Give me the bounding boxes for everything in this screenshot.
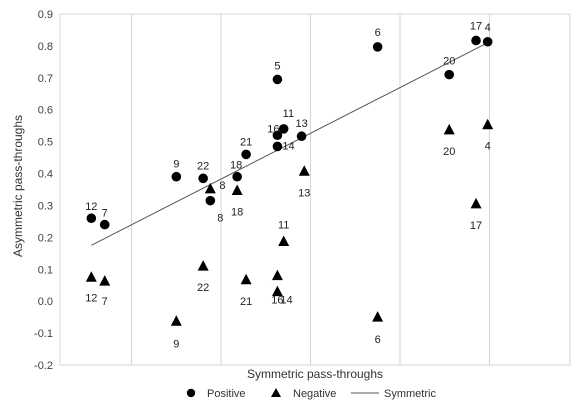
negative-point-14 [271, 285, 283, 297]
y-axis-title: Asymmetric pass-throughs [11, 115, 25, 257]
positive-point-9 [171, 171, 182, 182]
negative-point-22 [197, 260, 209, 271]
positive-point-4 [482, 36, 493, 47]
y-tick-label: 0.7 [38, 73, 53, 85]
positive-point-label-12: 12 [85, 201, 97, 213]
positive-point-label-8: 8 [217, 213, 223, 225]
positive-point-label-5: 5 [274, 60, 280, 72]
positive-point-18 [232, 171, 242, 182]
negative-point-label-12: 12 [85, 292, 97, 304]
negative-point-17 [470, 197, 482, 209]
negative-point-20 [443, 123, 455, 135]
trend-line-layer [91, 42, 488, 246]
negative-point-label-20: 20 [443, 146, 455, 158]
negative-point-11 [278, 235, 290, 247]
positive-point-16 [272, 130, 283, 141]
positive-point-6 [372, 42, 383, 52]
positive-point-label-22: 22 [197, 160, 209, 172]
positive-point-label-20: 20 [443, 56, 455, 68]
negative-point-label-21: 21 [240, 296, 252, 308]
negative-point-9 [170, 315, 182, 326]
negative-point-13 [298, 165, 310, 176]
positive-point-label-7: 7 [102, 208, 108, 220]
positive-point-5 [272, 74, 283, 85]
negative-point-label-4: 4 [485, 141, 491, 153]
negative-point-21 [240, 273, 252, 285]
negative-point-label-7: 7 [102, 296, 108, 308]
positive-point-21 [241, 149, 251, 160]
positive-point-label-9: 9 [173, 159, 179, 171]
positive-point-12 [86, 213, 97, 224]
y-tick-label: -0.2 [34, 360, 53, 372]
negative-point-label-11: 11 [278, 220, 289, 232]
legend-symmetric-label: Symmetric [384, 388, 436, 400]
negative-point-label-22: 22 [197, 282, 209, 294]
negative-point-label-16: 16 [271, 295, 283, 307]
positive-point-label-14: 14 [282, 140, 294, 152]
positive-point-20 [444, 69, 455, 80]
negative-point-label-17: 17 [470, 220, 482, 232]
x-axis-title: Symmetric pass-throughs [247, 367, 383, 381]
positive-point-14 [272, 141, 283, 152]
positive-point-11 [278, 124, 289, 134]
negative-point-18 [231, 184, 243, 195]
y-tick-label: 0.2 [38, 232, 53, 244]
plot-area-border [59, 13, 571, 366]
positive-point-label-4: 4 [485, 22, 491, 34]
y-tick-label: 0.3 [38, 200, 53, 212]
positive-point-label-13: 13 [295, 118, 307, 130]
y-tick-label: 0.5 [38, 137, 53, 149]
negative-point-label-6: 6 [375, 334, 381, 346]
negative-point-label-9: 9 [173, 338, 179, 350]
y-tick-label: 0.6 [38, 105, 53, 117]
y-tick-label: 0.9 [38, 9, 53, 21]
positive-point-label-18: 18 [230, 160, 242, 172]
y-tick-label: 0.1 [38, 264, 53, 276]
legend-positive-label: Positive [207, 388, 246, 400]
positive-point-13 [296, 131, 307, 142]
negative-point-8 [204, 182, 216, 194]
negative-point-6 [372, 311, 384, 322]
negative-point-label-18: 18 [231, 206, 243, 218]
positive-point-label-16: 16 [267, 123, 279, 135]
y-tick-label: 0.0 [38, 296, 53, 308]
y-tick-label: -0.1 [34, 328, 53, 340]
positive-point-17 [471, 35, 481, 46]
symmetric-trend-line [91, 42, 488, 246]
positive-point-22 [198, 173, 208, 184]
negative-point-7 [99, 275, 111, 286]
y-tick-label: 0.8 [38, 41, 53, 53]
negative-point-label-8: 8 [219, 180, 225, 192]
legend: Positive Negative Symmetric [186, 388, 436, 400]
positive-point-label-17: 17 [470, 20, 482, 32]
positive-point-8 [205, 195, 216, 206]
legend-negative-marker [271, 388, 281, 397]
y-tick-labels: -0.2 -0.1 0.0 0.1 0.2 0.3 0.4 0.5 0.6 0.7 0.8 0.9 [34, 9, 53, 372]
positive-point-7 [99, 219, 110, 230]
y-tick-label: 0.4 [38, 169, 53, 181]
negative-point-12 [85, 271, 97, 282]
grid-layer [59, 13, 571, 366]
legend-negative-label: Negative [293, 388, 336, 400]
marker-layer [85, 35, 494, 326]
positive-point-label-6: 6 [375, 27, 381, 39]
positive-point-label-21: 21 [240, 136, 252, 148]
negative-point-label-14: 14 [280, 295, 292, 307]
legend-positive-marker [186, 388, 196, 398]
negative-point-16 [271, 269, 283, 281]
positive-point-label-11: 11 [283, 108, 294, 120]
negative-point-4 [482, 118, 494, 130]
negative-point-label-13: 13 [298, 187, 310, 199]
